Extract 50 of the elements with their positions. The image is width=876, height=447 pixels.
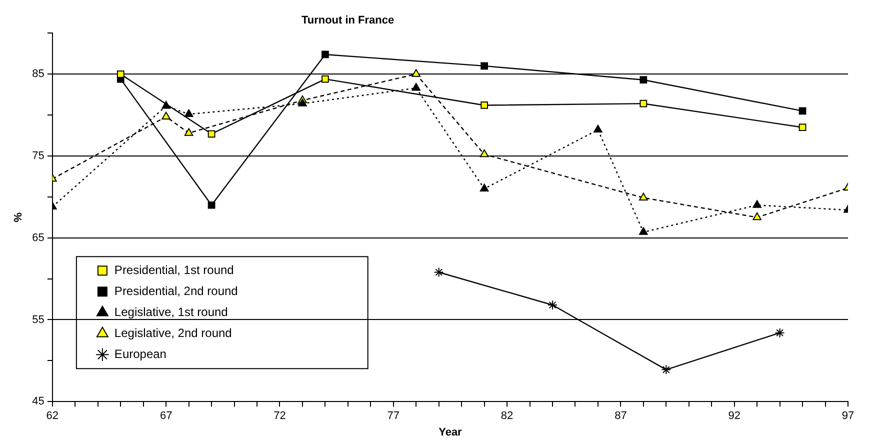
y-tick-label: 75 (32, 150, 44, 162)
point (208, 201, 216, 209)
legend-label: Legislative, 2nd round (114, 326, 232, 340)
x-tick-label: 67 (160, 410, 172, 422)
point (412, 83, 421, 91)
point (322, 50, 329, 58)
legend-label: Legislative, 1st round (114, 304, 228, 319)
x-tick-label: 92 (728, 410, 740, 422)
chart-title: Turnout in France (301, 14, 394, 27)
point (480, 102, 488, 109)
point (298, 98, 307, 106)
point (184, 109, 194, 117)
point (594, 124, 602, 133)
point (752, 212, 762, 220)
x-tick-label: 87 (614, 410, 627, 422)
point (639, 192, 648, 200)
legend-label: European (114, 346, 166, 361)
point (639, 227, 648, 235)
point (162, 112, 170, 120)
legend-label: Presidential, 2nd round (114, 284, 238, 298)
y-axis-title: % (12, 212, 25, 222)
point (480, 184, 489, 192)
y-tick-label: 45 (32, 396, 44, 408)
point (162, 101, 170, 109)
x-tick-label: 62 (46, 410, 59, 422)
point (661, 364, 672, 375)
point (640, 100, 648, 108)
point (208, 130, 216, 138)
legend-label: Presidential, 1st round (114, 262, 234, 277)
x-axis-title: Year (438, 426, 463, 438)
point (752, 200, 762, 208)
point (774, 328, 785, 338)
point (798, 107, 806, 115)
x-tick-label: 82 (500, 410, 514, 422)
x-tick-label: 72 (274, 410, 286, 422)
point (480, 62, 488, 70)
y-tick-label: 85 (32, 68, 44, 80)
x-tick-label: 77 (387, 410, 400, 422)
y-tick-label: 55 (32, 314, 44, 326)
point (116, 70, 124, 78)
point (184, 128, 194, 136)
point (412, 69, 421, 77)
x-tick-label: 97 (842, 410, 854, 422)
point (434, 267, 444, 278)
y-tick-label: 65 (32, 232, 44, 244)
point (548, 300, 558, 310)
point (480, 149, 489, 158)
point (322, 75, 329, 83)
point (798, 124, 806, 132)
point (640, 76, 648, 84)
